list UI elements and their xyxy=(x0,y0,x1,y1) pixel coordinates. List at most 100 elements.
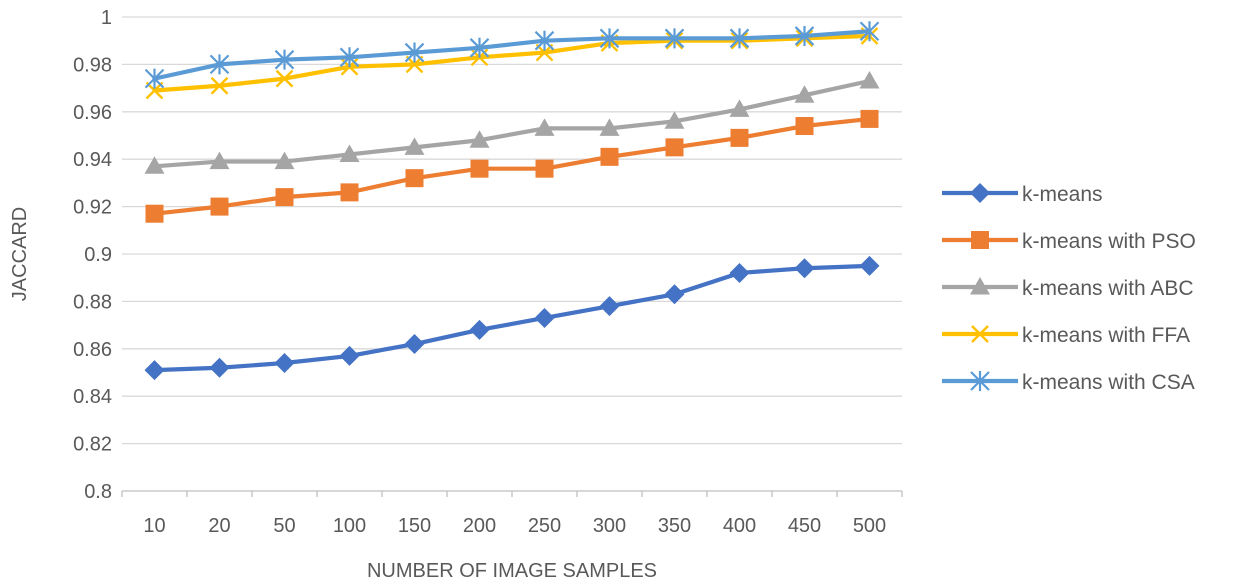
data-point xyxy=(859,21,880,42)
x-tick-label: 20 xyxy=(208,515,230,537)
data-point xyxy=(795,117,814,136)
x-tick-label: 100 xyxy=(333,515,366,537)
data-point xyxy=(534,307,555,328)
legend-label: k-means with PSO xyxy=(1022,230,1196,253)
series-k-means-with-abc xyxy=(144,70,880,174)
series-lines xyxy=(144,21,880,381)
legend-marker xyxy=(970,183,990,203)
data-point xyxy=(405,169,424,188)
data-point xyxy=(859,70,880,89)
y-tick-labels: 0.8 0.82 0.84 0.86 0.88 0.9 0.92 0.94 0.96 0.98 1 xyxy=(73,7,112,503)
data-point xyxy=(729,99,750,117)
series-k-means-with-pso xyxy=(145,109,879,223)
y-tick-label: 0.94 xyxy=(73,149,112,171)
data-point xyxy=(209,357,230,378)
series-line xyxy=(152,78,872,169)
data-point xyxy=(730,128,749,147)
data-point xyxy=(470,159,489,178)
data-point xyxy=(859,255,880,276)
y-tick-label: 0.82 xyxy=(73,434,112,456)
data-point xyxy=(145,204,164,223)
x-tick-label: 250 xyxy=(528,515,561,537)
y-tick-label: 0.9 xyxy=(84,244,112,266)
data-point xyxy=(340,183,359,202)
data-point xyxy=(600,147,619,166)
legend-item: k-means with ABC xyxy=(942,277,1194,300)
data-point xyxy=(274,49,295,70)
y-tick-label: 0.86 xyxy=(73,339,112,361)
legend-marker xyxy=(971,231,989,249)
x-tick-label: 10 xyxy=(143,515,165,537)
x-tick-label: 150 xyxy=(398,515,431,537)
y-tick-label: 0.8 xyxy=(84,481,112,503)
data-point xyxy=(469,37,490,58)
series-line xyxy=(152,116,872,216)
data-point xyxy=(275,69,294,88)
x-tick-label: 300 xyxy=(593,515,626,537)
data-point xyxy=(339,47,360,68)
legend-label: k-means with FFA xyxy=(1022,324,1190,347)
data-point xyxy=(274,151,295,170)
legend-label: k-means xyxy=(1022,183,1103,206)
series-line xyxy=(152,33,872,93)
x-axis-title: NUMBER OF IMAGE SAMPLES xyxy=(367,560,657,582)
x-tick-label: 450 xyxy=(788,515,821,537)
data-point xyxy=(274,353,295,374)
y-tick-label: 0.88 xyxy=(73,291,112,313)
y-tick-label: 0.84 xyxy=(73,386,112,408)
legend-label: k-means with CSA xyxy=(1022,371,1195,394)
data-point xyxy=(729,262,750,283)
data-point xyxy=(794,85,815,103)
data-point xyxy=(664,28,685,49)
data-point xyxy=(794,25,815,46)
series-k-means xyxy=(144,255,880,381)
data-point xyxy=(209,151,230,170)
legend-marker xyxy=(970,277,990,295)
data-point xyxy=(599,118,620,136)
data-point xyxy=(599,296,620,317)
data-point xyxy=(665,138,684,157)
y-tick-label: 0.96 xyxy=(73,102,112,124)
data-point xyxy=(339,144,360,162)
legend-marker xyxy=(970,371,990,391)
data-point xyxy=(404,334,425,355)
data-point xyxy=(664,111,685,129)
data-point xyxy=(339,345,360,366)
data-point xyxy=(664,284,685,305)
axes xyxy=(121,490,903,497)
x-tick-label: 400 xyxy=(723,515,756,537)
data-point xyxy=(860,109,879,128)
data-point xyxy=(144,68,165,89)
series-k-means-with-csa xyxy=(144,21,880,89)
legend-item: k-means xyxy=(942,183,1103,206)
legend-item: k-means with CSA xyxy=(942,371,1195,394)
legend: k-means k-means with PSO k-means with ABC k… xyxy=(942,183,1196,394)
data-point xyxy=(144,156,165,174)
data-point xyxy=(275,188,294,207)
data-point xyxy=(404,42,425,63)
data-point xyxy=(535,159,554,178)
legend-marker xyxy=(971,325,989,343)
x-tick-label: 200 xyxy=(463,515,496,537)
series-line xyxy=(152,263,872,373)
data-point xyxy=(729,28,750,49)
x-tick-labels: 10 20 50 100 150 200 250 300 350 400 450 500 xyxy=(143,515,886,537)
data-point xyxy=(794,258,815,279)
data-point xyxy=(209,54,230,75)
data-point xyxy=(210,76,229,95)
data-point xyxy=(599,28,620,49)
y-axis-title: JACCARD xyxy=(9,207,31,301)
x-tick-label: 350 xyxy=(658,515,691,537)
y-tick-label: 0.98 xyxy=(73,54,112,76)
data-point xyxy=(534,30,555,51)
legend-item: k-means with PSO xyxy=(942,230,1196,253)
y-tick-label: 1 xyxy=(101,7,112,29)
series-line xyxy=(152,29,872,81)
data-point xyxy=(534,118,555,136)
data-point xyxy=(210,197,229,216)
x-tick-label: 50 xyxy=(273,515,295,537)
data-point xyxy=(469,319,490,340)
data-point xyxy=(144,360,165,381)
x-tick-label: 500 xyxy=(853,515,886,537)
